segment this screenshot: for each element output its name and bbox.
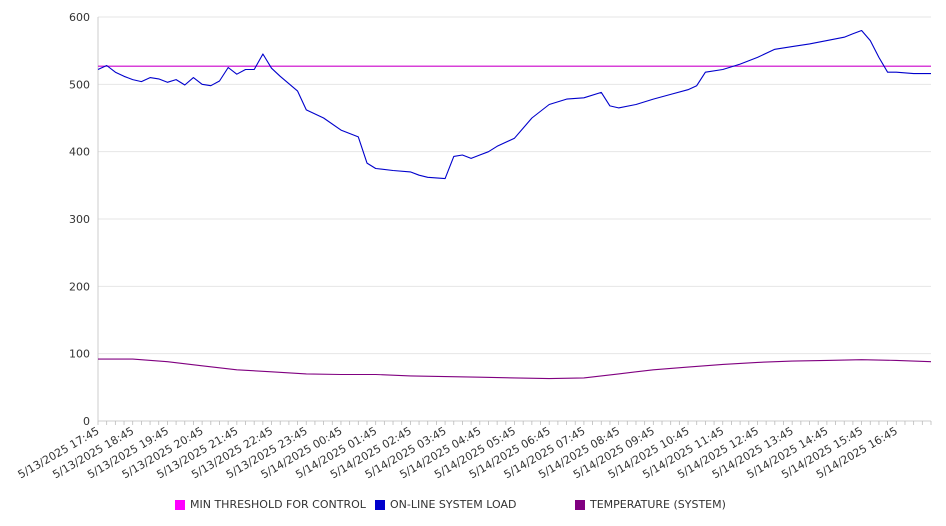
legend-label-temperature: TEMPERATURE (SYSTEM) <box>590 498 726 511</box>
legend-swatch-temperature <box>575 499 585 510</box>
y-tick-label: 200 <box>69 280 90 293</box>
grid-lines <box>98 16 931 422</box>
y-tick-label: 100 <box>69 348 90 361</box>
legend-label-threshold: MIN THRESHOLD FOR CONTROL <box>190 498 366 511</box>
legend-swatch-threshold <box>175 499 185 510</box>
legend-item-temperature: TEMPERATURE (SYSTEM) <box>575 498 726 511</box>
y-axis: 0 100 200 300 400 500 600 <box>69 11 99 428</box>
legend-item-threshold: MIN THRESHOLD FOR CONTROL <box>175 498 366 511</box>
legend-item-system-load: ON-LINE SYSTEM LOAD <box>375 498 516 511</box>
y-tick-label: 500 <box>69 78 90 91</box>
legend: MIN THRESHOLD FOR CONTROL ON-LINE SYSTEM… <box>0 498 946 514</box>
series-line-system-load <box>97 29 931 180</box>
y-tick-label: 600 <box>69 11 90 24</box>
y-tick-label: 300 <box>69 213 90 226</box>
series-lines <box>97 29 932 380</box>
y-tick-label: 0 <box>83 415 90 428</box>
legend-label-system-load: ON-LINE SYSTEM LOAD <box>390 498 517 511</box>
y-tick-label: 400 <box>69 146 90 159</box>
x-axis: 5/13/2025 17:455/13/2025 18:455/13/2025 … <box>16 420 932 481</box>
series-line-temperature <box>98 358 932 380</box>
legend-swatch-system-load <box>375 499 385 510</box>
